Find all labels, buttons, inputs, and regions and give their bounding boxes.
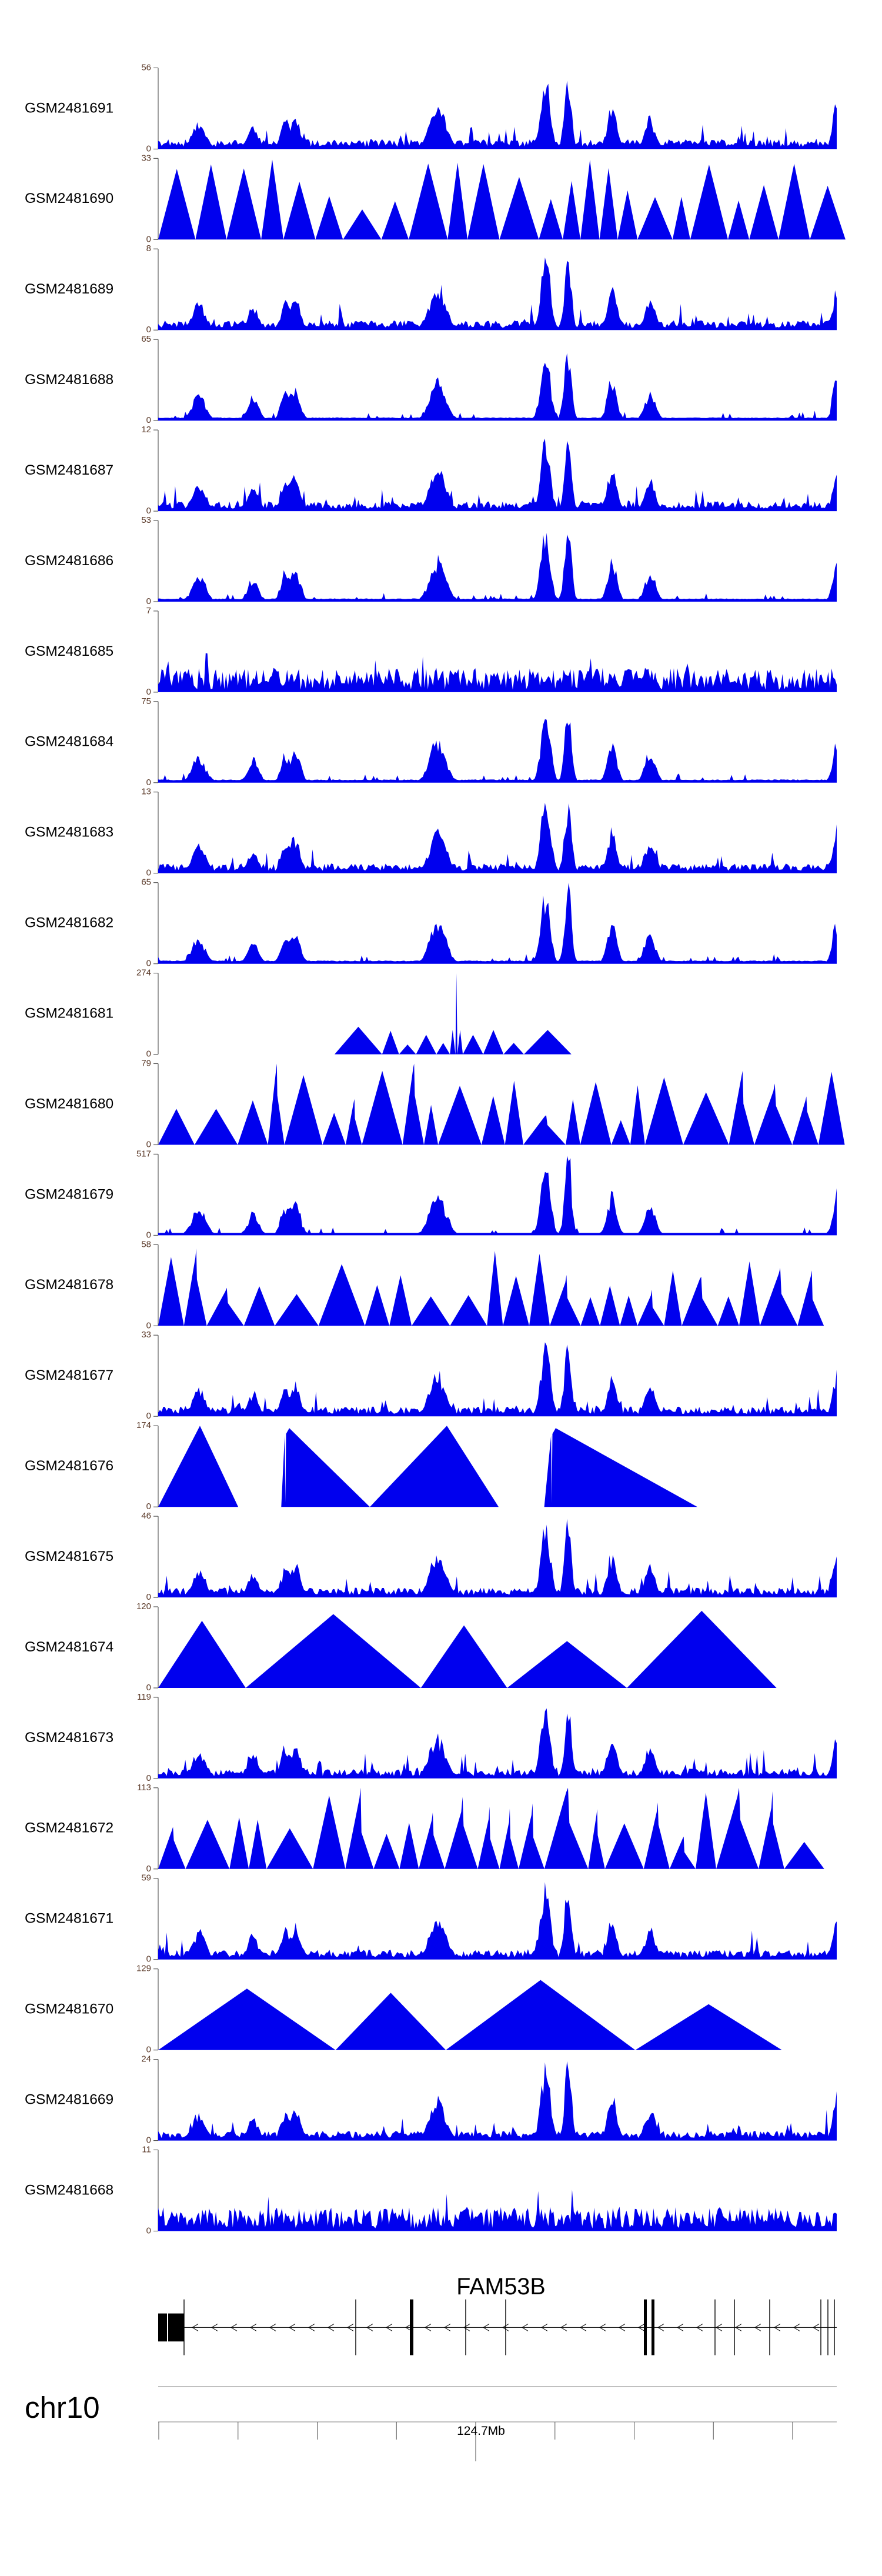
svg-text:GSM2481691: GSM2481691 xyxy=(25,100,113,116)
svg-text:119: 119 xyxy=(137,1692,151,1702)
svg-text:GSM2481681: GSM2481681 xyxy=(25,1006,113,1022)
svg-text:GSM2481690: GSM2481690 xyxy=(25,191,113,206)
svg-text:8: 8 xyxy=(146,243,151,253)
svg-text:GSM2481689: GSM2481689 xyxy=(25,281,113,297)
svg-text:0: 0 xyxy=(146,2135,151,2145)
svg-text:chr10: chr10 xyxy=(25,2391,100,2424)
svg-text:GSM2481676: GSM2481676 xyxy=(25,1458,113,1474)
svg-text:79: 79 xyxy=(141,1059,151,1069)
svg-text:0: 0 xyxy=(146,234,151,244)
svg-text:0: 0 xyxy=(146,1864,151,1874)
svg-text:0: 0 xyxy=(146,1411,151,1421)
svg-text:12: 12 xyxy=(141,425,151,435)
svg-text:GSM2481675: GSM2481675 xyxy=(25,1549,113,1564)
svg-text:113: 113 xyxy=(137,1783,151,1793)
svg-text:GSM2481682: GSM2481682 xyxy=(25,915,113,931)
svg-text:13: 13 xyxy=(141,787,151,797)
svg-text:11: 11 xyxy=(142,2145,151,2155)
svg-text:59: 59 xyxy=(141,1873,151,1883)
svg-text:GSM2481685: GSM2481685 xyxy=(25,643,113,659)
svg-text:0: 0 xyxy=(146,2045,151,2055)
svg-text:GSM2481678: GSM2481678 xyxy=(25,1277,113,1293)
svg-text:0: 0 xyxy=(146,1501,151,1511)
svg-text:GSM2481670: GSM2481670 xyxy=(25,2001,113,2017)
svg-text:56: 56 xyxy=(141,62,151,72)
svg-text:0: 0 xyxy=(146,1773,151,1783)
svg-text:274: 274 xyxy=(136,968,151,978)
svg-text:0: 0 xyxy=(146,596,151,606)
svg-text:0: 0 xyxy=(146,415,151,425)
svg-text:0: 0 xyxy=(146,868,151,878)
svg-text:0: 0 xyxy=(146,144,151,154)
svg-text:0: 0 xyxy=(146,1230,151,1240)
svg-text:33: 33 xyxy=(141,1330,151,1340)
svg-text:0: 0 xyxy=(146,506,151,516)
svg-text:75: 75 xyxy=(141,696,151,706)
svg-text:0: 0 xyxy=(146,1049,151,1059)
svg-text:GSM2481668: GSM2481668 xyxy=(25,2182,113,2198)
svg-text:0: 0 xyxy=(146,687,151,697)
svg-text:GSM2481674: GSM2481674 xyxy=(25,1639,113,1655)
svg-text:0: 0 xyxy=(146,959,151,969)
svg-text:GSM2481687: GSM2481687 xyxy=(25,462,113,478)
svg-text:0: 0 xyxy=(146,1592,151,1602)
svg-text:65: 65 xyxy=(141,334,151,344)
svg-text:58: 58 xyxy=(141,1239,151,1249)
svg-text:0: 0 xyxy=(146,1320,151,1330)
svg-text:120: 120 xyxy=(136,1601,151,1611)
svg-text:FAM53B: FAM53B xyxy=(456,2274,545,2300)
svg-text:24: 24 xyxy=(141,2054,151,2064)
svg-text:GSM2481683: GSM2481683 xyxy=(25,825,113,840)
svg-text:GSM2481686: GSM2481686 xyxy=(25,553,113,569)
svg-text:517: 517 xyxy=(136,1149,151,1159)
svg-text:0: 0 xyxy=(146,778,151,788)
svg-text:129: 129 xyxy=(136,1964,151,1974)
svg-text:GSM2481669: GSM2481669 xyxy=(25,2092,113,2108)
svg-text:GSM2481680: GSM2481680 xyxy=(25,1096,113,1112)
svg-text:46: 46 xyxy=(141,1511,151,1521)
svg-text:174: 174 xyxy=(136,1420,151,1430)
svg-text:33: 33 xyxy=(141,153,151,163)
svg-text:GSM2481679: GSM2481679 xyxy=(25,1186,113,1202)
svg-text:GSM2481688: GSM2481688 xyxy=(25,372,113,388)
svg-text:GSM2481684: GSM2481684 xyxy=(25,734,113,750)
svg-text:7: 7 xyxy=(146,606,151,616)
svg-text:65: 65 xyxy=(141,877,151,887)
svg-text:0: 0 xyxy=(146,1140,151,1150)
svg-text:GSM2481677: GSM2481677 xyxy=(25,1367,113,1383)
svg-text:0: 0 xyxy=(146,2226,151,2236)
svg-text:GSM2481672: GSM2481672 xyxy=(25,1820,113,1836)
svg-text:0: 0 xyxy=(146,1683,151,1693)
svg-text:0: 0 xyxy=(146,1954,151,1964)
svg-text:GSM2481671: GSM2481671 xyxy=(25,1911,113,1927)
svg-text:124.7Mb: 124.7Mb xyxy=(457,2424,505,2438)
svg-text:GSM2481673: GSM2481673 xyxy=(25,1730,113,1746)
svg-text:53: 53 xyxy=(141,515,151,525)
svg-text:0: 0 xyxy=(146,325,151,335)
